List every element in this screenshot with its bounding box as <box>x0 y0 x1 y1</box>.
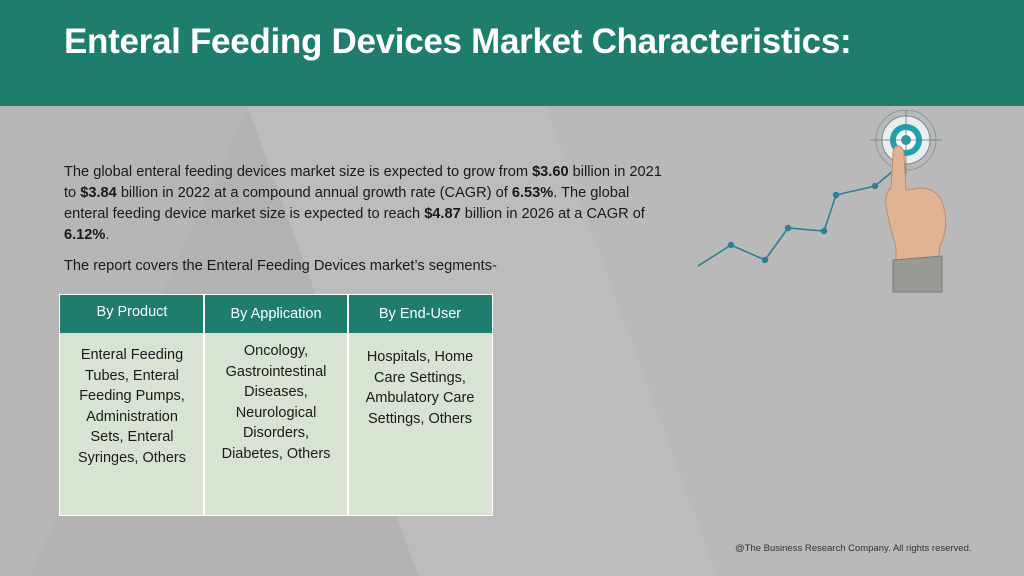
growth-line-icon <box>697 164 901 267</box>
column-header-end-user: By End-User <box>348 295 492 333</box>
intro-text: billion in 2026 at a CAGR of <box>460 206 645 222</box>
cagr-2026: 6.12% <box>64 227 106 243</box>
column-body-application: Oncology, Gastrointestinal Diseases, Neu… <box>221 343 331 462</box>
intro-text: The global enteral feeding devices marke… <box>64 164 533 180</box>
copyright-footer: @The Business Research Company. All righ… <box>735 543 972 554</box>
column-divider <box>347 295 349 515</box>
intro-text: billion in 2022 at a compound annual gro… <box>116 185 512 201</box>
target-icon <box>870 110 942 174</box>
title-bar: Enteral Feeding Devices Market Character… <box>0 0 1024 106</box>
intro-text: . <box>105 227 110 243</box>
column-header-application: By Application <box>204 295 348 333</box>
column-divider <box>203 295 205 515</box>
segments-table: By Product By Application By End-User En… <box>59 294 493 516</box>
pointing-hand-icon <box>885 145 947 293</box>
value-2021: $3.60 <box>532 164 569 180</box>
intro-text: . The global enteral feeding device mark… <box>64 185 630 222</box>
column-body-end-user: Hospitals, Home Care Settings, Ambulator… <box>365 349 475 427</box>
value-2026: $4.87 <box>424 206 461 222</box>
intro-text: billion in 2021 to <box>64 164 662 201</box>
segments-intro: The report covers the Enteral Feeding De… <box>64 258 497 274</box>
page-title: Enteral Feeding Devices Market Character… <box>64 22 852 61</box>
column-body-product: Enteral Feeding Tubes, Enteral Feeding P… <box>78 347 186 466</box>
cagr-2022: 6.53% <box>511 185 554 201</box>
intro-paragraph: The global enteral feeding devices marke… <box>64 162 674 246</box>
growth-illustration <box>697 110 947 293</box>
column-header-product: By Product <box>60 295 204 333</box>
value-2022: $3.84 <box>80 185 117 201</box>
